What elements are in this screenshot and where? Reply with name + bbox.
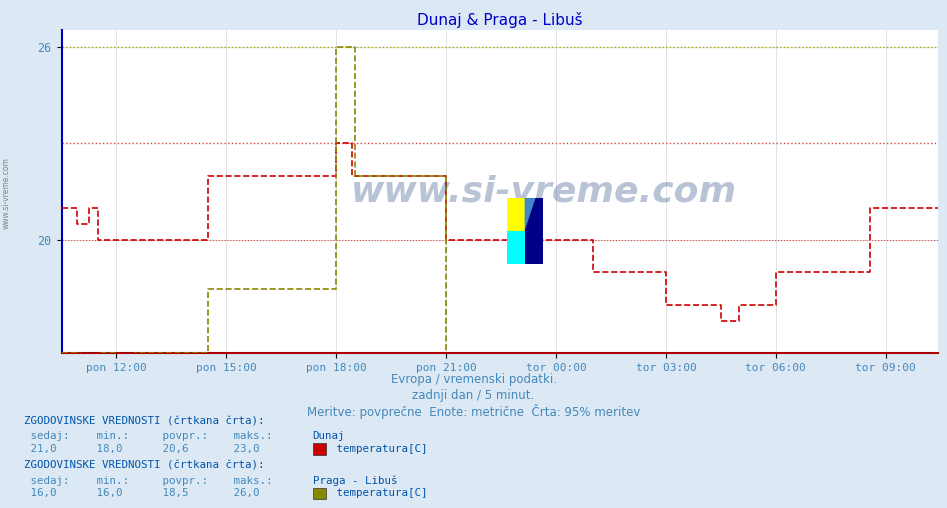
Text: zadnji dan / 5 minut.: zadnji dan / 5 minut. [412,389,535,402]
Text: 16,0: 16,0 [90,488,122,498]
Text: maks.:: maks.: [227,475,273,486]
Text: 26,0: 26,0 [227,488,259,498]
Text: Evropa / vremenski podatki.: Evropa / vremenski podatki. [390,373,557,387]
Title: Dunaj & Praga - Libuš: Dunaj & Praga - Libuš [417,12,582,28]
Bar [525,198,543,264]
Text: ZGODOVINSKE VREDNOSTI (črtkana črta):: ZGODOVINSKE VREDNOSTI (črtkana črta): [24,416,264,426]
Text: www.si-vreme.com: www.si-vreme.com [1,157,10,229]
Text: 20,6: 20,6 [156,444,188,454]
Text: sedaj:: sedaj: [24,475,69,486]
Polygon shape [525,198,535,231]
Text: 16,0: 16,0 [24,488,56,498]
Text: temperatura[C]: temperatura[C] [330,444,427,454]
Bar [507,198,525,231]
Text: 18,0: 18,0 [90,444,122,454]
Text: povpr.:: povpr.: [156,475,208,486]
Text: Dunaj: Dunaj [313,431,345,441]
Text: povpr.:: povpr.: [156,431,208,441]
Text: Meritve: povprečne  Enote: metrične  Črta: 95% meritev: Meritve: povprečne Enote: metrične Črta:… [307,404,640,419]
Text: 18,5: 18,5 [156,488,188,498]
Text: 21,0: 21,0 [24,444,56,454]
Text: min.:: min.: [90,475,129,486]
Text: Praga - Libuš: Praga - Libuš [313,475,397,486]
Text: www.si-vreme.com: www.si-vreme.com [350,175,737,209]
Text: sedaj:: sedaj: [24,431,69,441]
Text: ZGODOVINSKE VREDNOSTI (črtkana črta):: ZGODOVINSKE VREDNOSTI (črtkana črta): [24,460,264,470]
Text: maks.:: maks.: [227,431,273,441]
Bar [507,231,525,264]
Text: 23,0: 23,0 [227,444,259,454]
Text: temperatura[C]: temperatura[C] [330,488,427,498]
Text: min.:: min.: [90,431,129,441]
